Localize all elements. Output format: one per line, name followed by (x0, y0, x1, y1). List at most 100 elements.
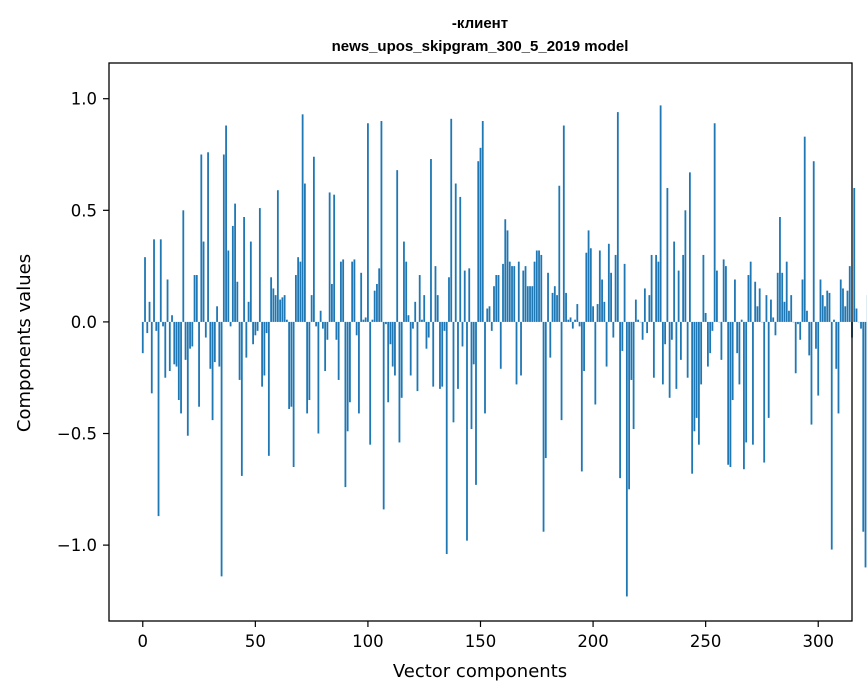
bar (560, 321, 563, 421)
bar (538, 250, 540, 322)
bar (540, 254, 543, 322)
bar (448, 277, 450, 322)
bar (164, 321, 167, 378)
bar (382, 321, 385, 510)
bar (587, 230, 590, 322)
bar (452, 321, 455, 423)
bar (342, 259, 345, 322)
bar (551, 292, 554, 322)
bar (657, 261, 660, 322)
bar (351, 261, 354, 322)
bar (569, 317, 572, 322)
bar (821, 295, 824, 322)
bar (592, 306, 594, 322)
bar (349, 321, 351, 403)
bar (317, 321, 320, 434)
bar (162, 321, 164, 327)
bar (580, 321, 583, 472)
bar (607, 243, 610, 322)
bar (549, 321, 552, 358)
bar (668, 321, 671, 398)
bar (725, 266, 727, 322)
bar (758, 288, 761, 322)
x-tick-label: 100 (352, 632, 384, 651)
bar (646, 321, 649, 334)
bar (502, 263, 504, 322)
bar (450, 118, 453, 322)
bar (835, 321, 838, 369)
bar (511, 266, 513, 322)
bar (396, 170, 399, 322)
bar (738, 321, 741, 385)
bar (157, 321, 160, 517)
bar (360, 272, 363, 322)
bar (258, 208, 261, 322)
bar (177, 321, 180, 401)
bar (299, 261, 302, 322)
bar (743, 321, 745, 470)
bar (243, 217, 245, 322)
bar (864, 321, 867, 568)
bar (173, 321, 176, 365)
bar (254, 321, 257, 336)
bar (610, 272, 612, 322)
bar (270, 277, 273, 322)
bar (506, 230, 509, 322)
bar (364, 317, 367, 322)
bar (297, 257, 300, 322)
bar (184, 321, 187, 360)
bar (576, 304, 579, 322)
bar (754, 281, 757, 322)
bar (637, 319, 640, 322)
bar (616, 112, 619, 322)
bar (736, 321, 739, 354)
bar (261, 321, 263, 387)
bar (497, 275, 500, 322)
bar (529, 286, 531, 322)
bar (815, 321, 817, 349)
bar (362, 319, 365, 322)
bar (247, 301, 250, 322)
bar (454, 183, 457, 322)
bar (225, 125, 227, 322)
bar (520, 321, 522, 376)
bar (628, 321, 630, 490)
bar (400, 321, 403, 398)
bar (229, 321, 232, 327)
bar (844, 306, 847, 322)
bar (544, 321, 547, 459)
bar (376, 283, 378, 322)
bar (756, 306, 759, 322)
x-axis-label: Vector components (393, 661, 567, 682)
bar (542, 321, 545, 532)
bar (779, 217, 781, 322)
bar (195, 275, 198, 322)
bar (202, 241, 205, 322)
chart-title: -клиент news_upos_skipgram_300_5_2019 mo… (332, 15, 629, 55)
bar (776, 272, 779, 322)
bar (141, 321, 144, 354)
bar (630, 321, 633, 380)
bar (774, 321, 777, 336)
bar (290, 321, 293, 407)
bar (279, 299, 282, 322)
bar (817, 321, 820, 396)
bar (200, 154, 203, 322)
bar (222, 154, 225, 322)
bar (198, 321, 200, 407)
bar (236, 281, 239, 322)
bar (727, 321, 730, 465)
bar (853, 187, 856, 322)
bar (740, 319, 743, 322)
bar (479, 147, 482, 322)
bar (765, 295, 768, 322)
bar (846, 290, 849, 322)
bar (806, 310, 808, 322)
bar (729, 321, 732, 467)
bar (524, 266, 527, 322)
bar (693, 321, 696, 432)
bar (664, 321, 667, 345)
bar (655, 254, 658, 322)
bar (281, 297, 284, 322)
bar (234, 203, 236, 322)
